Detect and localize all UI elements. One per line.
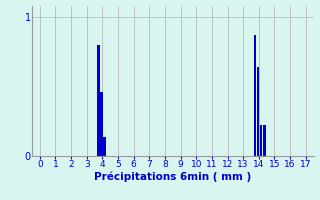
Bar [260, 125, 262, 156]
Bar [254, 35, 256, 156]
Bar [97, 45, 100, 156]
Bar [263, 125, 266, 156]
Bar [100, 92, 103, 156]
Bar [257, 67, 259, 156]
Bar [103, 137, 106, 156]
X-axis label: Précipitations 6min ( mm ): Précipitations 6min ( mm ) [94, 172, 252, 182]
